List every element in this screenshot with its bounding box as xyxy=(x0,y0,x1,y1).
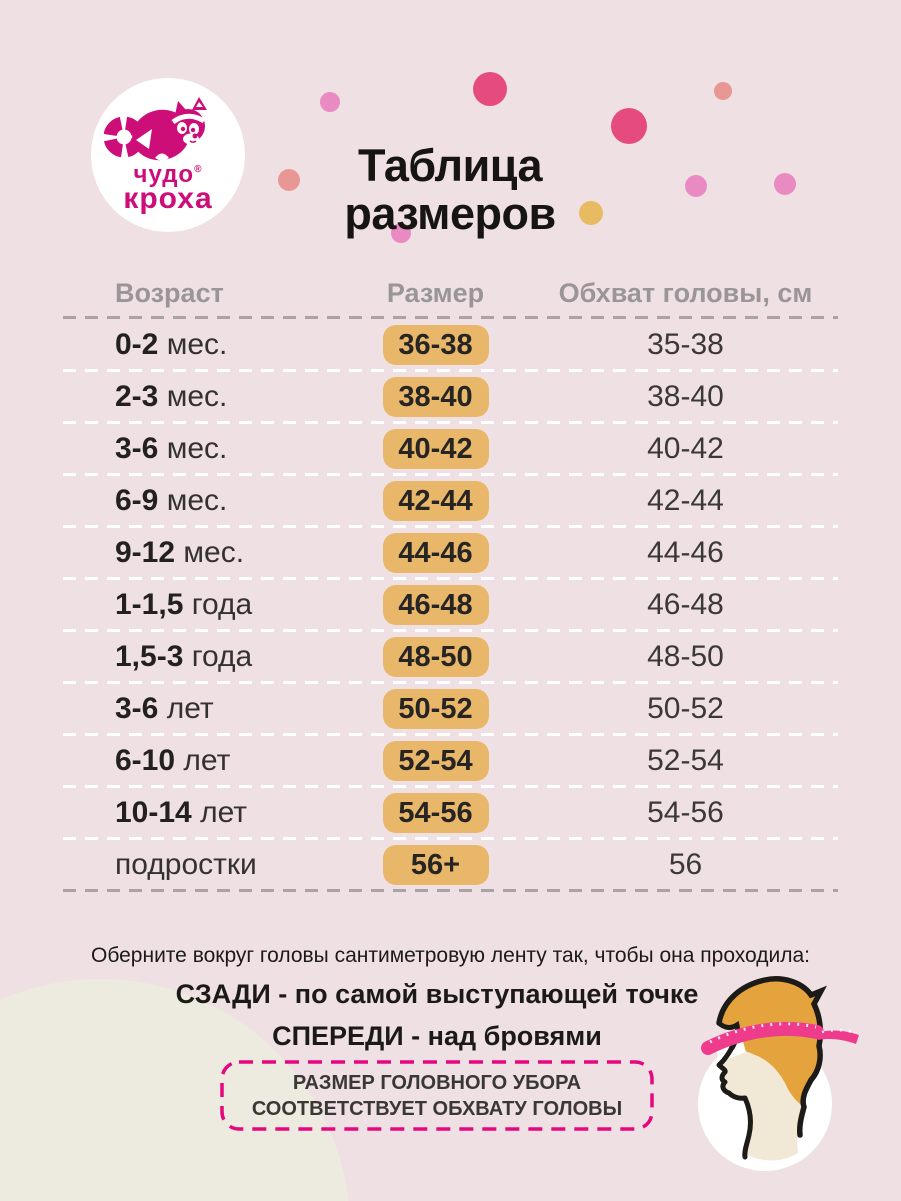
table-row: 10-14 лет 54-56 54-56 xyxy=(63,787,838,840)
head-circumference-cell: 54-56 xyxy=(647,796,724,829)
age-cell: 6-9 мес. xyxy=(115,484,228,517)
logo-word-chudo: чудо® xyxy=(133,161,203,188)
badge-line1: РАЗМЕР ГОЛОВНОГО УБОРА xyxy=(292,1071,582,1094)
size-cell: 38-40 xyxy=(338,377,533,417)
age-cell: 3-6 мес. xyxy=(115,432,228,465)
decor-dot xyxy=(611,108,647,144)
size-pill: 48-50 xyxy=(382,637,489,677)
size-table: Возраст Размер Обхват головы, см 0-2 мес… xyxy=(63,270,838,892)
logo-word-krokha: кроха xyxy=(123,182,213,215)
badge-text: РАЗМЕР ГОЛОВНОГО УБОРА СООТВЕТСТВУЕТ ОБХ… xyxy=(220,1060,654,1131)
table-row: подростки 56+ 56 xyxy=(63,839,838,892)
head-circumference-cell: 56 xyxy=(668,848,703,881)
age-cell: 1-1,5 года xyxy=(115,588,253,621)
table-header-row: Возраст Размер Обхват головы, см xyxy=(63,270,838,316)
head-circumference-cell: 46-48 xyxy=(647,588,724,621)
size-pill: 44-46 xyxy=(382,533,489,573)
head-circumference-cell: 35-38 xyxy=(647,328,724,361)
header-size: Размер xyxy=(386,277,485,308)
head-circumference-cell: 52-54 xyxy=(647,744,724,777)
head-circumference-cell: 42-44 xyxy=(647,484,724,517)
age-cell: 1,5-3 года xyxy=(115,640,253,673)
decor-dot xyxy=(473,72,507,106)
size-cell: 46-48 xyxy=(338,585,533,625)
table-row: 9-12 мес. 44-46 44-46 xyxy=(63,527,838,580)
size-cell: 48-50 xyxy=(338,637,533,677)
size-cell: 54-56 xyxy=(338,793,533,833)
size-cell: 44-46 xyxy=(338,533,533,573)
size-cell: 50-52 xyxy=(338,689,533,729)
size-cell: 40-42 xyxy=(338,429,533,469)
head-circumference-cell: 44-46 xyxy=(647,536,724,569)
table-row: 1-1,5 года 46-48 46-48 xyxy=(63,579,838,632)
size-pill: 42-44 xyxy=(382,481,489,521)
table-body: 0-2 мес. 36-38 35-38 2-3 мес. 38-40 38-40 3-6 … xyxy=(63,319,838,892)
size-pill: 54-56 xyxy=(382,793,489,833)
decor-dot xyxy=(714,82,732,100)
child-head-with-tape-icon xyxy=(698,976,859,1171)
age-cell: 9-12 мес. xyxy=(115,536,245,569)
size-cell: 56+ xyxy=(338,845,533,885)
head-circumference-cell: 50-52 xyxy=(647,692,724,725)
size-cell: 42-44 xyxy=(338,481,533,521)
table-row: 1,5-3 года 48-50 48-50 xyxy=(63,631,838,684)
header-age: Возраст xyxy=(115,277,224,308)
measure-instruction-back: СЗАДИ - по самой выступающей точке xyxy=(175,979,699,1009)
size-pill: 38-40 xyxy=(382,377,489,417)
size-equals-circumference-badge: РАЗМЕР ГОЛОВНОГО УБОРА СООТВЕТСТВУЕТ ОБХ… xyxy=(220,1060,654,1131)
decor-dot xyxy=(579,201,603,225)
table-row: 0-2 мес. 36-38 35-38 xyxy=(63,319,838,372)
head-circumference-cell: 48-50 xyxy=(647,640,724,673)
header-head-circumference: Обхват головы, см xyxy=(558,277,813,308)
decor-dot xyxy=(685,175,707,197)
table-row: 6-10 лет 52-54 52-54 xyxy=(63,735,838,788)
age-cell: 0-2 мес. xyxy=(115,328,228,361)
size-cell: 52-54 xyxy=(338,741,533,781)
registered-mark: ® xyxy=(194,164,203,175)
page-title: Таблица размеров xyxy=(344,140,556,240)
decor-dot xyxy=(278,169,300,191)
size-pill: 46-48 xyxy=(382,585,489,625)
age-cell: 6-10 лет xyxy=(115,744,231,777)
measure-instruction-front: СПЕРЕДИ - над бровями xyxy=(272,1021,602,1051)
decor-dot xyxy=(774,173,796,195)
age-cell: 10-14 лет xyxy=(115,796,248,829)
table-row: 6-9 мес. 42-44 42-44 xyxy=(63,475,838,528)
table-row: 2-3 мес. 38-40 38-40 xyxy=(63,371,838,424)
size-pill: 56+ xyxy=(382,845,489,885)
head-measurement-illustration xyxy=(670,960,901,1201)
size-cell: 36-38 xyxy=(338,325,533,365)
size-pill: 52-54 xyxy=(382,741,489,781)
age-cell: подростки xyxy=(115,848,257,881)
decor-dot xyxy=(391,223,411,243)
measure-instruction-intro: Оберните вокруг головы сантиметровую лен… xyxy=(90,944,810,967)
badge-dashed-border xyxy=(220,1060,654,1131)
head-circumference-cell: 38-40 xyxy=(647,380,724,413)
age-cell: 3-6 лет xyxy=(115,692,214,725)
decor-dot xyxy=(320,92,340,112)
table-row: 3-6 мес. 40-42 40-42 xyxy=(63,423,838,476)
head-circumference-cell: 40-42 xyxy=(647,432,724,465)
header-divider xyxy=(63,316,838,319)
table-row: 3-6 лет 50-52 50-52 xyxy=(63,683,838,736)
raccoon-logo-icon xyxy=(103,97,207,161)
badge-line2: СООТВЕТСТВУЕТ ОБХВАТУ ГОЛОВЫ xyxy=(251,1097,623,1120)
size-pill: 50-52 xyxy=(382,689,489,729)
size-pill: 40-42 xyxy=(382,429,489,469)
size-pill: 36-38 xyxy=(382,325,489,365)
brand-logo: чудо® кроха xyxy=(91,78,245,232)
age-cell: 2-3 мес. xyxy=(115,380,228,413)
